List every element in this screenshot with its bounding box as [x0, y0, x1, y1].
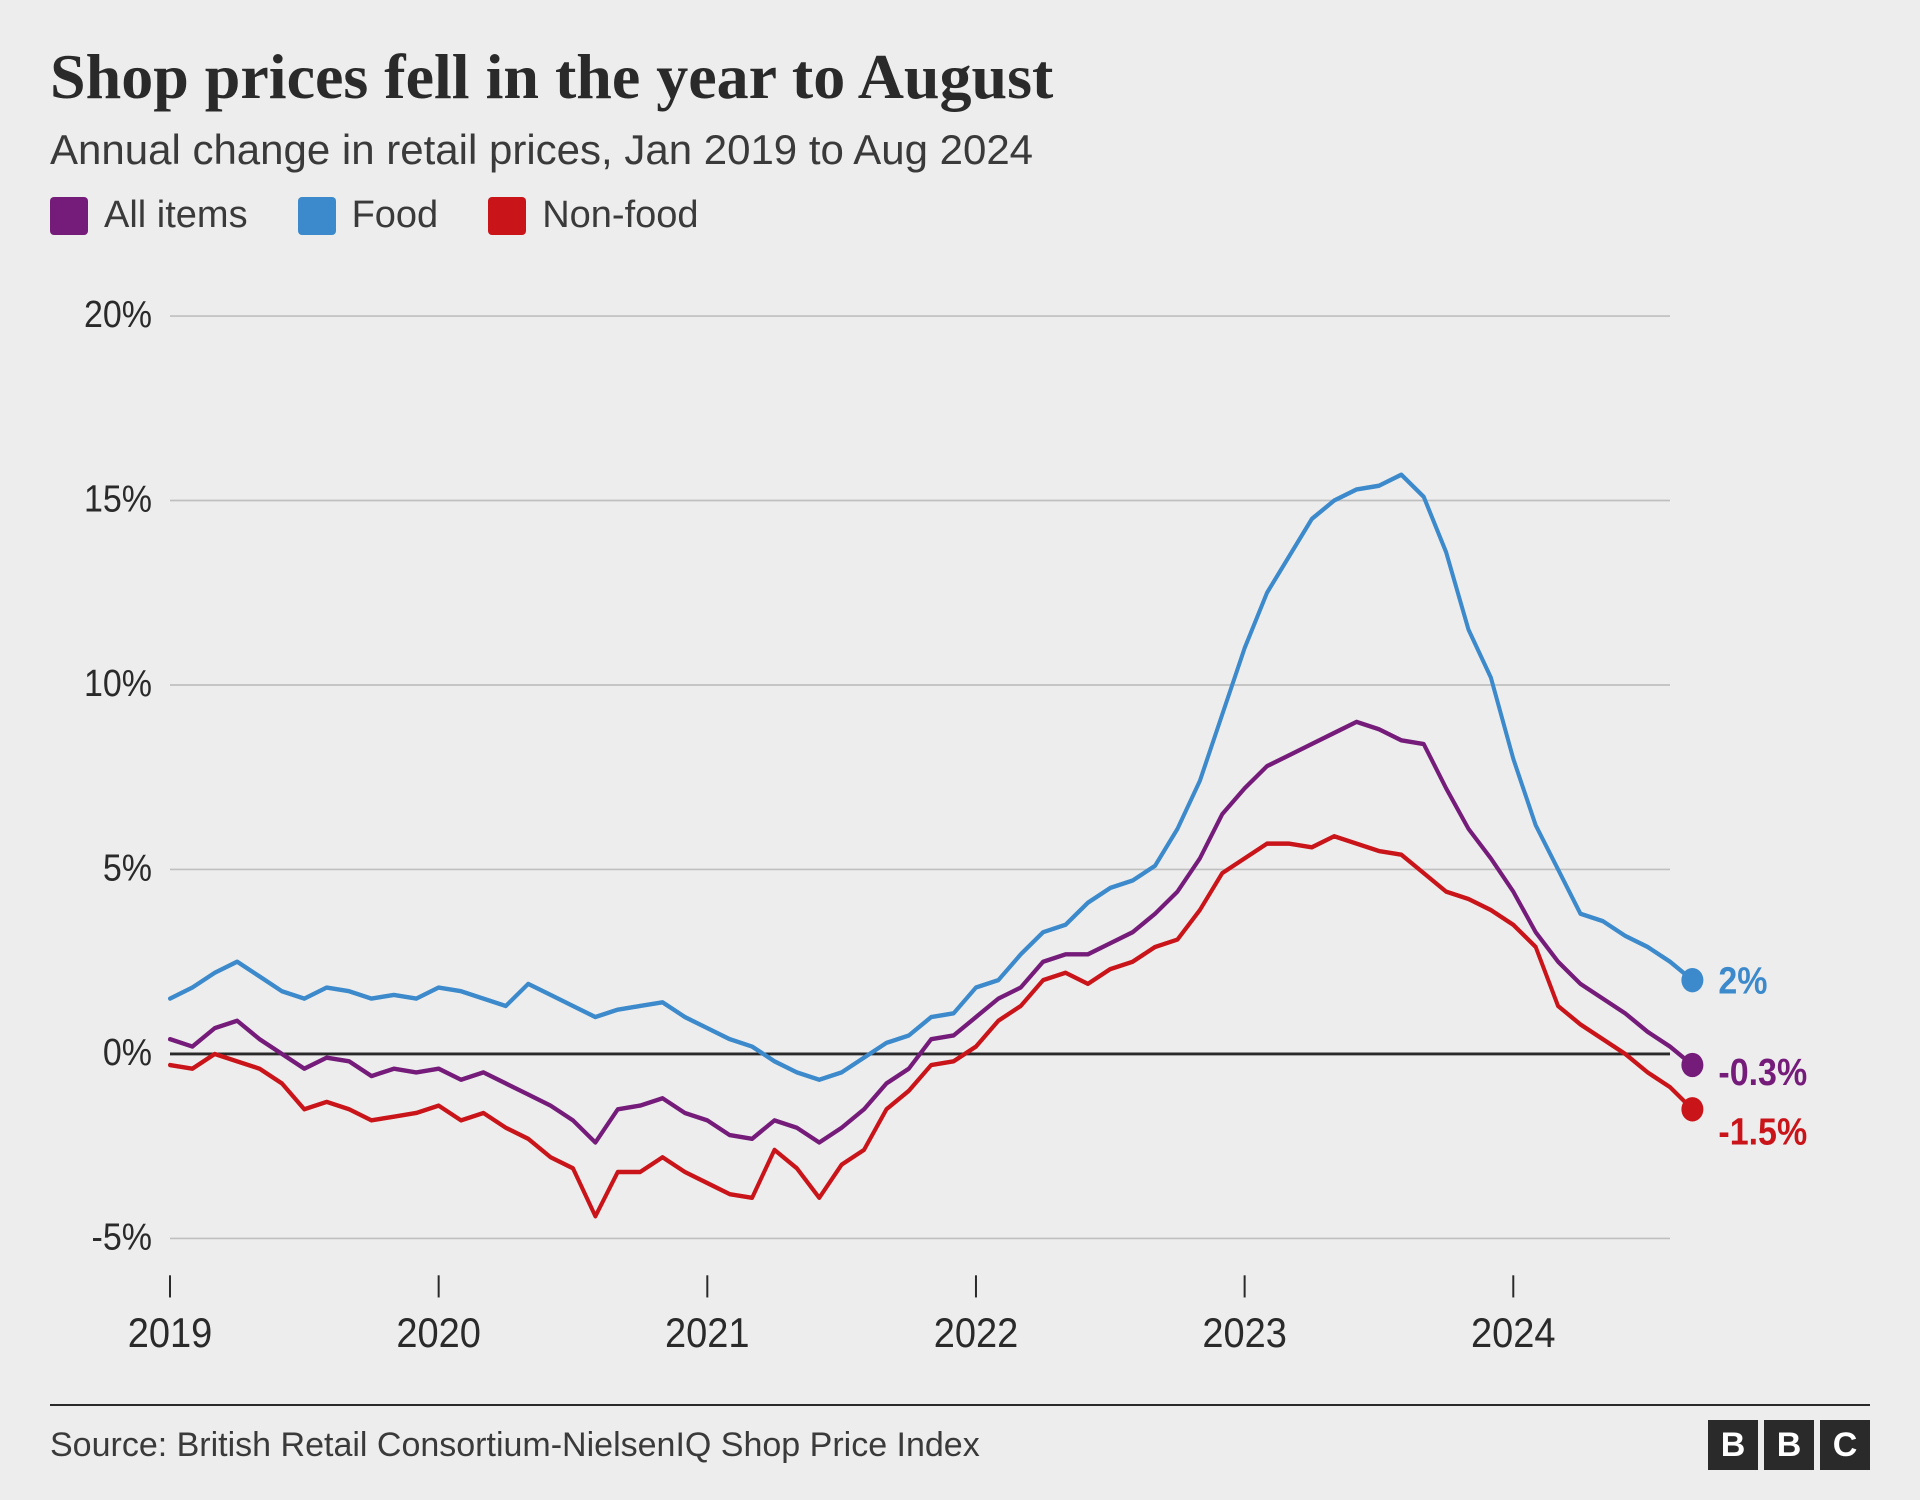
chart-title: Shop prices fell in the year to August	[50, 40, 1870, 114]
legend-swatch	[488, 197, 526, 235]
svg-text:2023: 2023	[1202, 1311, 1287, 1357]
footer: Source: British Retail Consortium-Nielse…	[50, 1404, 1870, 1470]
bbc-logo-box: C	[1820, 1420, 1870, 1470]
bbc-logo-box: B	[1708, 1420, 1758, 1470]
svg-text:2%: 2%	[1718, 960, 1767, 1002]
legend-item-non-food: Non-food	[488, 194, 698, 237]
legend-label: All items	[104, 194, 248, 237]
svg-text:-0.3%: -0.3%	[1718, 1051, 1807, 1093]
legend-item-food: Food	[298, 194, 439, 237]
chart-subtitle: Annual change in retail prices, Jan 2019…	[50, 126, 1870, 174]
legend-label: Food	[352, 194, 439, 237]
legend-swatch	[298, 197, 336, 235]
svg-text:20%: 20%	[84, 294, 152, 336]
legend-item-all-items: All items	[50, 194, 248, 237]
svg-text:2019: 2019	[128, 1311, 213, 1357]
bbc-logo-box: B	[1764, 1420, 1814, 1470]
legend: All items Food Non-food	[50, 194, 1870, 237]
svg-text:-5%: -5%	[92, 1216, 152, 1258]
legend-swatch	[50, 197, 88, 235]
svg-text:10%: 10%	[84, 662, 152, 704]
svg-text:5%: 5%	[103, 847, 152, 889]
svg-text:-1.5%: -1.5%	[1718, 1111, 1807, 1153]
svg-text:2022: 2022	[934, 1311, 1019, 1357]
legend-label: Non-food	[542, 194, 698, 237]
svg-text:0%: 0%	[103, 1031, 152, 1073]
svg-text:15%: 15%	[84, 478, 152, 520]
source-text: Source: British Retail Consortium-Nielse…	[50, 1426, 980, 1465]
svg-text:2020: 2020	[396, 1311, 481, 1357]
bbc-logo: B B C	[1708, 1420, 1870, 1470]
svg-text:2024: 2024	[1471, 1311, 1556, 1357]
svg-text:2021: 2021	[665, 1311, 750, 1357]
line-chart: -5% 0% 5% 10% 15% 20% 2019 2020 2021 2022 2023 2024…	[50, 257, 1870, 1386]
